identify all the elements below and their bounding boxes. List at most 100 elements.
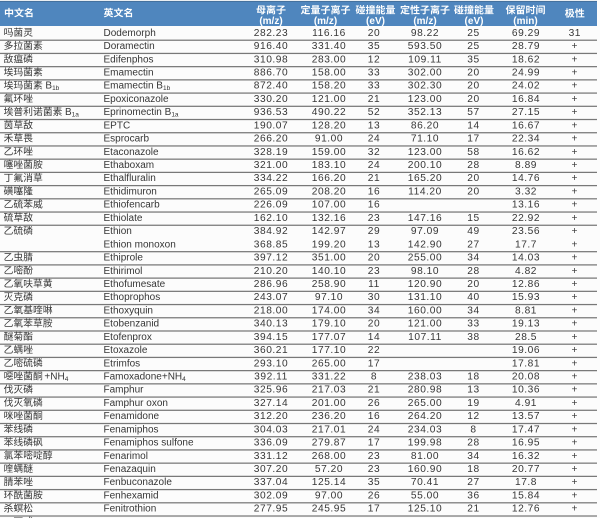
svg-text:266.20: 266.20 (254, 134, 288, 145)
svg-text:+: + (572, 385, 579, 396)
svg-text:+: + (572, 239, 579, 250)
svg-text:18: 18 (467, 464, 479, 475)
svg-text:245.95: 245.95 (312, 504, 346, 515)
svg-text:302.09: 302.09 (254, 490, 288, 501)
svg-text:334.22: 334.22 (254, 173, 288, 184)
svg-text:17: 17 (368, 504, 380, 515)
svg-text:26: 26 (368, 398, 380, 409)
svg-text:307.20: 307.20 (254, 464, 288, 475)
svg-text:35: 35 (368, 41, 380, 52)
svg-text:336.09: 336.09 (254, 438, 288, 449)
svg-text:132.16: 132.16 (312, 213, 346, 224)
svg-text:+: + (572, 173, 579, 184)
svg-text:22.34: 22.34 (512, 134, 540, 145)
svg-text:177.10: 177.10 (312, 345, 346, 356)
svg-text:15.93: 15.93 (512, 292, 540, 303)
svg-text:Ethiprole: Ethiprole (104, 253, 144, 264)
svg-text:Famphur: Famphur (104, 385, 145, 396)
svg-text:+: + (572, 120, 579, 131)
svg-text:165.20: 165.20 (408, 173, 442, 184)
svg-text:+: + (572, 292, 579, 303)
svg-text:238.03: 238.03 (408, 371, 442, 382)
svg-text:+: + (572, 438, 579, 449)
svg-text:35: 35 (368, 477, 380, 488)
svg-text:+: + (572, 134, 579, 145)
svg-text:916.40: 916.40 (254, 41, 288, 52)
svg-text:28: 28 (467, 438, 479, 449)
svg-text:Etobenzanid: Etobenzanid (104, 319, 160, 330)
svg-text:Fenamiphos: Fenamiphos (104, 424, 159, 435)
svg-text:120.90: 120.90 (408, 279, 442, 290)
svg-text:Fenitrothion: Fenitrothion (104, 504, 157, 515)
svg-text:27: 27 (467, 239, 479, 250)
svg-text:17: 17 (368, 358, 380, 369)
svg-text:+: + (572, 398, 579, 409)
svg-text:34: 34 (368, 305, 380, 316)
svg-text:177.07: 177.07 (312, 332, 346, 343)
svg-text:+: + (572, 186, 579, 197)
svg-text:8.81: 8.81 (515, 305, 537, 316)
svg-text:13: 13 (467, 385, 479, 396)
svg-text:8: 8 (470, 424, 476, 435)
svg-text:265.00: 265.00 (408, 398, 442, 409)
svg-text:20: 20 (368, 28, 380, 39)
svg-text:286.96: 286.96 (254, 279, 288, 290)
svg-text:Fenhexamid: Fenhexamid (104, 490, 159, 501)
svg-text:351.00: 351.00 (312, 253, 346, 264)
svg-text:328.19: 328.19 (254, 147, 288, 158)
svg-text:34: 34 (467, 451, 479, 462)
svg-text:121.00: 121.00 (312, 94, 346, 105)
svg-text:86.20: 86.20 (411, 120, 439, 131)
svg-text:331.40: 331.40 (312, 41, 346, 52)
svg-text:19.13: 19.13 (512, 319, 540, 330)
svg-text:16.32: 16.32 (512, 451, 540, 462)
svg-text:337.04: 337.04 (254, 477, 288, 488)
svg-text:70.41: 70.41 (411, 477, 439, 488)
svg-text:200.10: 200.10 (408, 160, 442, 171)
svg-text:17.7: 17.7 (515, 239, 537, 250)
svg-text:226.09: 226.09 (254, 200, 288, 211)
svg-text:Fenazaquin: Fenazaquin (104, 464, 156, 475)
svg-text:490.22: 490.22 (312, 107, 346, 118)
svg-text:(eV): (eV) (465, 16, 484, 27)
svg-text:279.87: 279.87 (312, 438, 346, 449)
svg-text:21: 21 (368, 385, 380, 396)
svg-text:293.10: 293.10 (254, 358, 288, 369)
svg-text:20: 20 (467, 279, 479, 290)
svg-text:17: 17 (368, 438, 380, 449)
svg-text:16.67: 16.67 (512, 120, 540, 131)
svg-text:142.90: 142.90 (408, 239, 442, 250)
svg-text:+: + (572, 464, 579, 475)
svg-text:14.03: 14.03 (512, 253, 540, 264)
svg-text:368.85: 368.85 (254, 239, 288, 250)
svg-text:16.84: 16.84 (512, 94, 540, 105)
svg-text:114.20: 114.20 (408, 186, 442, 197)
svg-text:20: 20 (467, 186, 479, 197)
svg-text:183.10: 183.10 (312, 160, 346, 171)
svg-text:28.79: 28.79 (512, 41, 540, 52)
svg-text:36: 36 (467, 490, 479, 501)
svg-text:18: 18 (467, 371, 479, 382)
svg-text:14: 14 (368, 332, 380, 343)
svg-text:16: 16 (368, 411, 380, 422)
svg-text:33: 33 (368, 81, 380, 92)
svg-text:4.91: 4.91 (515, 398, 537, 409)
svg-text:+: + (572, 107, 579, 118)
svg-text:35: 35 (467, 54, 479, 65)
svg-text:+: + (572, 94, 579, 105)
svg-text:Fenamidone: Fenamidone (104, 411, 160, 422)
svg-text:17: 17 (467, 134, 479, 145)
svg-text:+: + (572, 147, 579, 158)
svg-text:+: + (572, 345, 579, 356)
svg-text:872.40: 872.40 (254, 81, 288, 92)
svg-text:Etrimfos: Etrimfos (104, 358, 141, 369)
svg-text:20.08: 20.08 (512, 371, 540, 382)
svg-text:107.00: 107.00 (312, 200, 346, 211)
svg-text:23: 23 (368, 451, 380, 462)
svg-text:52: 52 (368, 107, 380, 118)
svg-text:142.97: 142.97 (312, 226, 346, 237)
svg-text:22: 22 (368, 345, 380, 356)
svg-text:Ethion monoxon: Ethion monoxon (104, 239, 176, 250)
svg-text:22.92: 22.92 (512, 213, 540, 224)
svg-text:Ethidimuron: Ethidimuron (104, 186, 157, 197)
